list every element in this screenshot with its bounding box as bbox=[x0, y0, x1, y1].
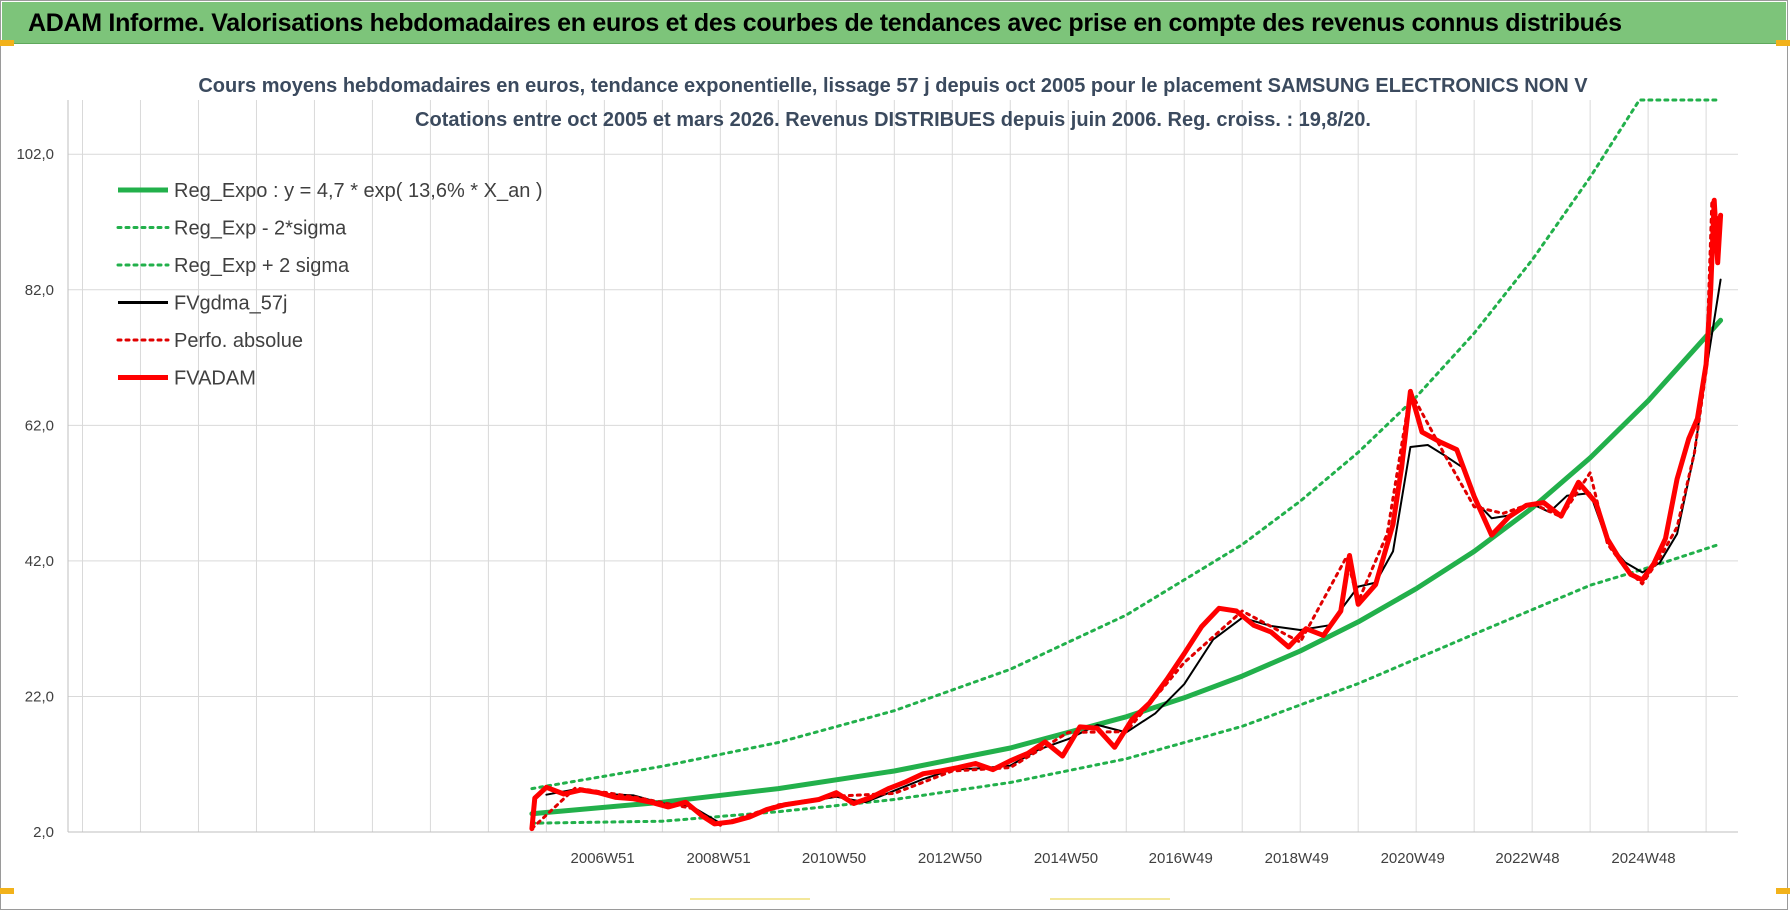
x-tick-label: 2006W51 bbox=[571, 850, 635, 867]
corner-mark-bottom-left bbox=[0, 888, 14, 894]
series-line-3 bbox=[530, 98, 1723, 791]
x-tick-label: 2008W51 bbox=[686, 850, 750, 867]
y-tick-label: 102,0 bbox=[16, 146, 54, 163]
y-tick-label: 2,0 bbox=[33, 824, 54, 841]
corner-mark-top-right bbox=[1776, 40, 1790, 46]
chart-subtitle: Cotations entre oct 2005 et mars 2026. R… bbox=[415, 109, 1371, 131]
y-tick-label: 62,0 bbox=[25, 417, 54, 434]
footer-mark-left bbox=[690, 898, 810, 900]
legend-label-1: Reg_Expo : y = 4,7 * exp( 13,6% * X_an ) bbox=[174, 180, 543, 202]
legend-label-5: Perfo. absolue bbox=[174, 330, 303, 352]
legend-label-3: Reg_Exp + 2 sigma bbox=[174, 255, 350, 277]
legend-label-2: Reg_Exp - 2*sigma bbox=[174, 218, 347, 240]
y-tick-label: 22,0 bbox=[25, 688, 54, 705]
x-tick-label: 2014W50 bbox=[1034, 850, 1098, 867]
grid bbox=[68, 100, 1738, 833]
legend: Reg_Expo : y = 4,7 * exp( 13,6% * X_an )… bbox=[116, 180, 543, 390]
x-tick-label: 2010W50 bbox=[802, 850, 866, 867]
legend-label-4: FVgdma_57j bbox=[174, 293, 287, 315]
corner-mark-bottom-right bbox=[1776, 888, 1790, 894]
series-line-6 bbox=[529, 197, 1724, 832]
x-tick-label: 2012W50 bbox=[918, 850, 982, 867]
legend-label-6: FVADAM bbox=[174, 368, 256, 390]
banner-title: ADAM Informe. Valorisations hebdomadaire… bbox=[28, 9, 1622, 37]
report-banner: ADAM Informe. Valorisations hebdomadaire… bbox=[2, 2, 1786, 44]
y-tick-label: 42,0 bbox=[25, 553, 54, 570]
x-tick-label: 2016W49 bbox=[1149, 850, 1213, 867]
corner-mark-top-left bbox=[0, 40, 14, 46]
y-tick-label: 82,0 bbox=[25, 282, 54, 299]
x-tick-label: 2018W49 bbox=[1265, 850, 1329, 867]
series-layer bbox=[529, 98, 1724, 832]
axes: 2,0 22,0 42,0 62,0 82,0 102,0 2006W51 2008W51 20… bbox=[16, 100, 1738, 867]
series-line-4 bbox=[545, 278, 1722, 825]
chart-title: Cours moyens hebdomadaires en euros, ten… bbox=[198, 75, 1588, 97]
footer-mark-right bbox=[1050, 898, 1170, 900]
series-line-1 bbox=[529, 317, 1724, 817]
x-tick-label: 2024W48 bbox=[1611, 850, 1675, 867]
x-tick-label: 2022W48 bbox=[1495, 850, 1559, 867]
x-tick-label: 2020W49 bbox=[1381, 850, 1445, 867]
